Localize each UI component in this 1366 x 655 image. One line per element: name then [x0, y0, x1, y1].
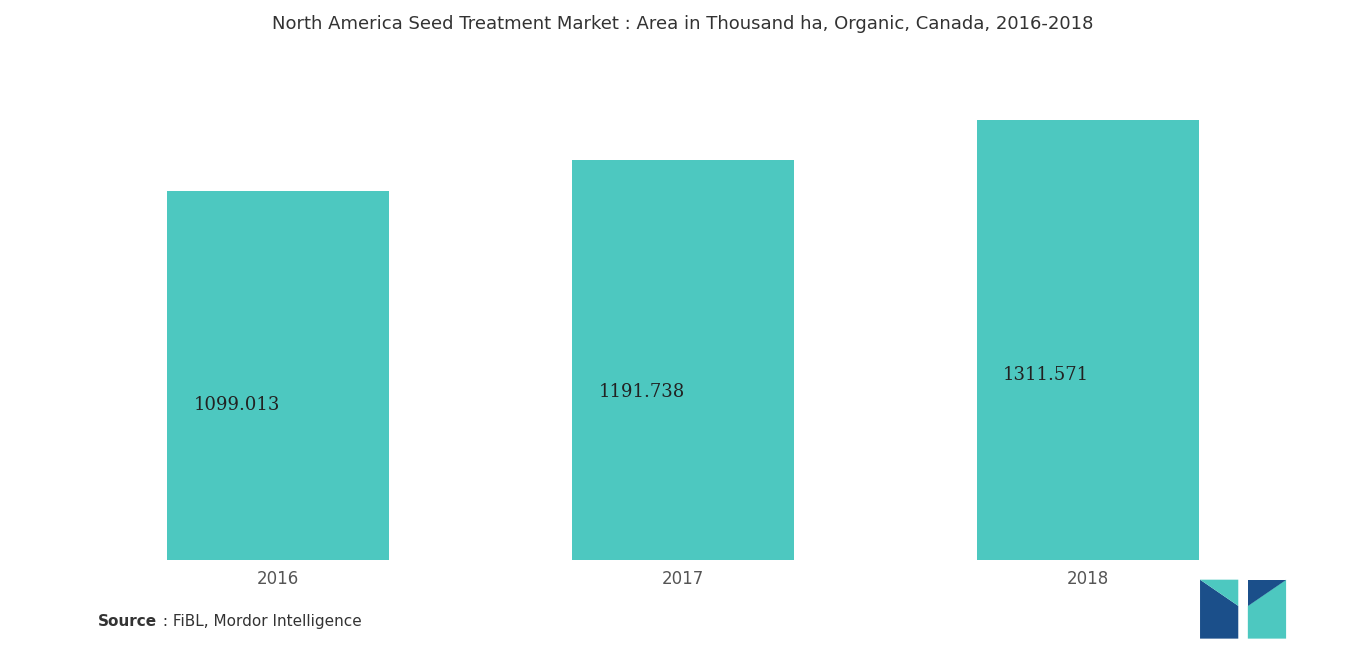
Bar: [167, 191, 389, 560]
Polygon shape: [1249, 580, 1287, 606]
Polygon shape: [1249, 580, 1287, 639]
Text: 1099.013: 1099.013: [194, 396, 280, 414]
Polygon shape: [1199, 580, 1238, 606]
Title: North America Seed Treatment Market : Area in Thousand ha, Organic, Canada, 2016: North America Seed Treatment Market : Ar…: [272, 15, 1094, 33]
Text: : FiBL, Mordor Intelligence: : FiBL, Mordor Intelligence: [158, 614, 362, 629]
Text: 1311.571: 1311.571: [1003, 366, 1089, 384]
Text: 1191.738: 1191.738: [598, 383, 684, 401]
Text: Source: Source: [98, 614, 157, 629]
Bar: [571, 160, 795, 560]
Polygon shape: [1199, 580, 1238, 639]
Bar: [977, 120, 1199, 560]
